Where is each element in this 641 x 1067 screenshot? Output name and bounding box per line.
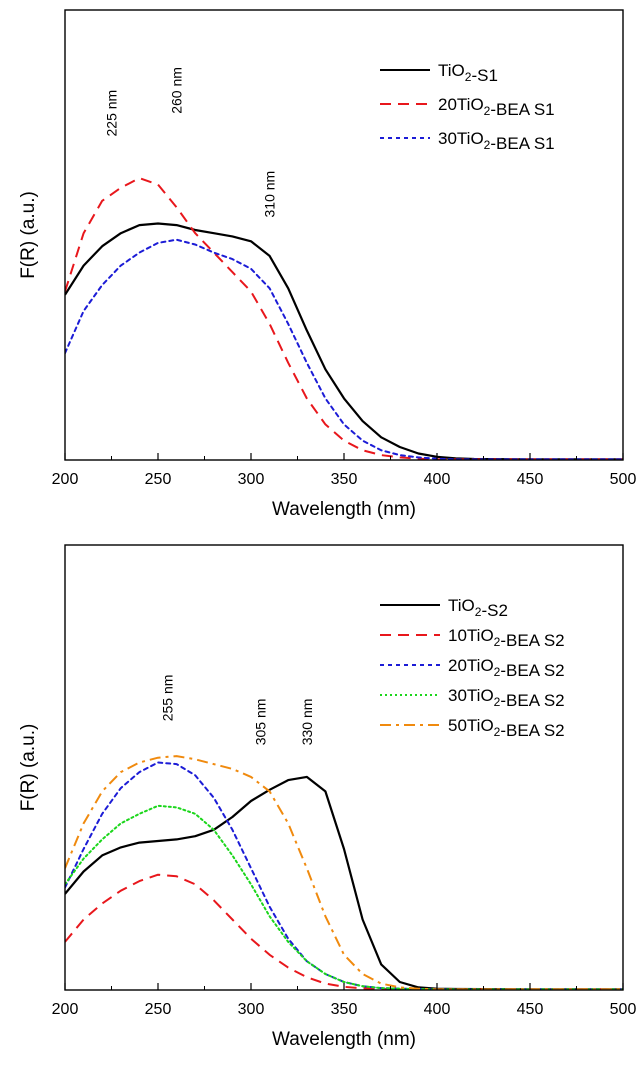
plot-frame (64, 544, 624, 991)
series-line-1 (65, 873, 623, 990)
x-tick-label: 200 (52, 471, 79, 488)
chart-panel-bottom: 200 250 300 350 400 450 500 Wavelength (nm) F(R)… (18, 544, 637, 1050)
legend-label: 30TiO2-BEA S2 (448, 686, 565, 710)
x-tick-label: 300 (238, 1001, 265, 1018)
series-group (65, 177, 623, 460)
legend-label: TiO2-S2 (448, 596, 508, 620)
x-tick-label: 200 (52, 1001, 79, 1018)
x-tick-label: 400 (424, 1001, 451, 1018)
x-tick-label: 500 (610, 1001, 637, 1018)
series-line-0 (65, 222, 623, 460)
legend-label: 20TiO2-BEA S1 (438, 95, 555, 119)
peak-annotation: 310 nm (262, 171, 278, 218)
series-line-2 (65, 761, 623, 990)
x-tick-label: 350 (331, 1001, 358, 1018)
series-line-4 (65, 755, 623, 990)
x-tick-label: 350 (331, 471, 358, 488)
x-tick-label: 300 (238, 471, 265, 488)
peak-annotation: 225 nm (104, 90, 120, 137)
series-line-0 (65, 775, 623, 990)
x-tick-label: 250 (145, 471, 172, 488)
y-axis-label: F(R) (a.u.) (18, 191, 39, 279)
legend: TiO2-S2 10TiO2-BEA S2 20TiO2-BEA S2 30TiO2-… (380, 596, 565, 740)
chart-panel-top: 200 250 300 350 400 450 500 Wavelength (nm) F(R)… (18, 9, 637, 520)
x-axis-label: Wavelength (nm) (272, 1029, 416, 1050)
series-group (65, 755, 623, 990)
x-tick-label: 400 (424, 471, 451, 488)
peak-annotation: 255 nm (159, 675, 175, 722)
peak-annotation: 305 nm (252, 699, 268, 746)
x-tick-label: 250 (145, 1001, 172, 1018)
x-tick-label: 450 (517, 1001, 544, 1018)
series-line-3 (65, 804, 623, 990)
series-line-2 (65, 238, 623, 460)
legend-label: 10TiO2-BEA S2 (448, 626, 565, 650)
legend-label: 30TiO2-BEA S1 (438, 129, 555, 153)
plot-frame (64, 9, 624, 461)
peak-annotation: 260 nm (169, 67, 185, 114)
legend-label: 50TiO2-BEA S2 (448, 716, 565, 740)
x-tick-label: 500 (610, 471, 637, 488)
peak-annotation: 330 nm (299, 699, 315, 746)
legend: TiO2-S1 20TiO2-BEA S1 30TiO2-BEA S1 (380, 61, 555, 153)
x-tick-label: 450 (517, 471, 544, 488)
x-axis-label: Wavelength (nm) (272, 499, 416, 520)
series-line-1 (65, 177, 623, 460)
y-axis-label: F(R) (a.u.) (18, 724, 39, 812)
legend-label: TiO2-S1 (438, 61, 498, 85)
legend-label: 20TiO2-BEA S2 (448, 656, 565, 680)
